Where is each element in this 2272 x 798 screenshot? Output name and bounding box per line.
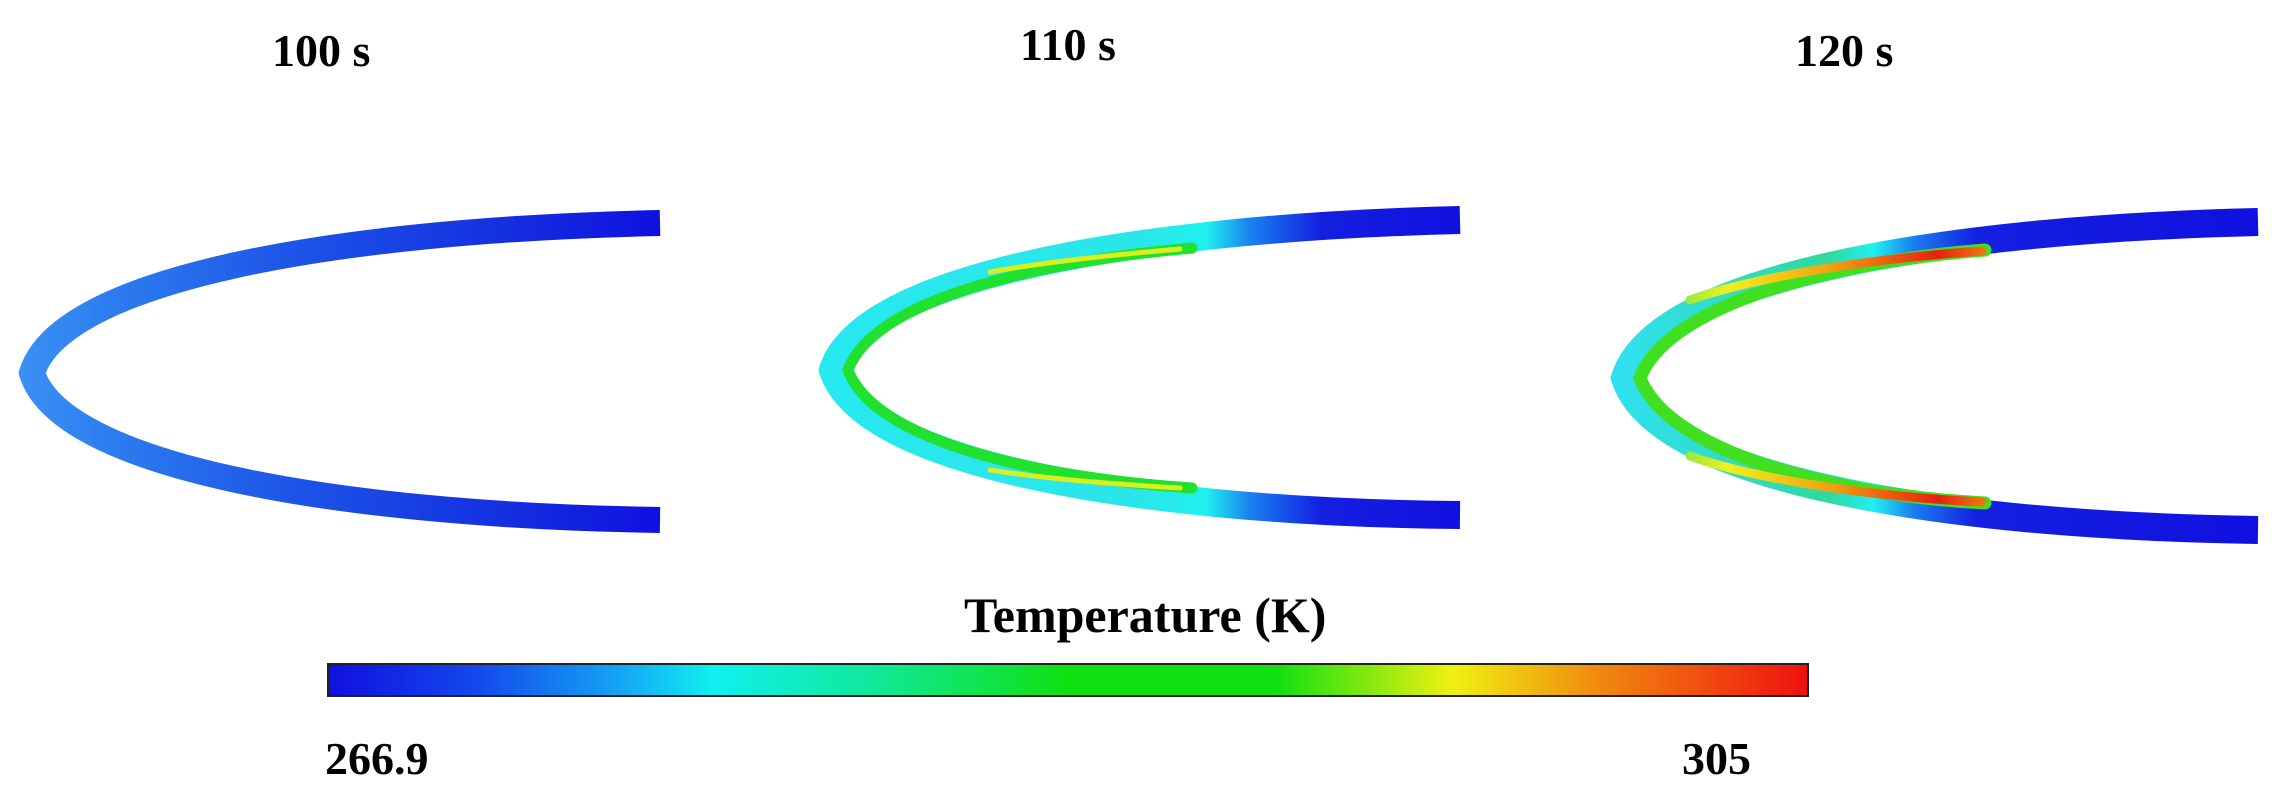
heated-region: [1633, 243, 1992, 510]
panel-100s-shell: [18, 210, 661, 533]
heated-region: [842, 242, 1198, 494]
panel-120s-shell: [1610, 208, 2259, 544]
panel-time-label: 110 s: [1020, 19, 1116, 70]
panel-110s-shell: [818, 206, 1461, 529]
panel-time-label: 100 s: [272, 25, 371, 76]
panel-time-label: 120 s: [1795, 25, 1894, 76]
shell-profile: [818, 206, 1461, 529]
heated-core: [987, 246, 1183, 491]
colorbar-title: Temperature (K): [964, 587, 1327, 643]
colorbar-min-label: 266.9: [325, 733, 429, 784]
shell-profile: [1610, 208, 2259, 544]
colorbar: [327, 663, 1809, 697]
hot-region: [1685, 246, 1987, 507]
colorbar-max-label: 305: [1682, 733, 1751, 784]
shell-profile: [18, 210, 661, 533]
